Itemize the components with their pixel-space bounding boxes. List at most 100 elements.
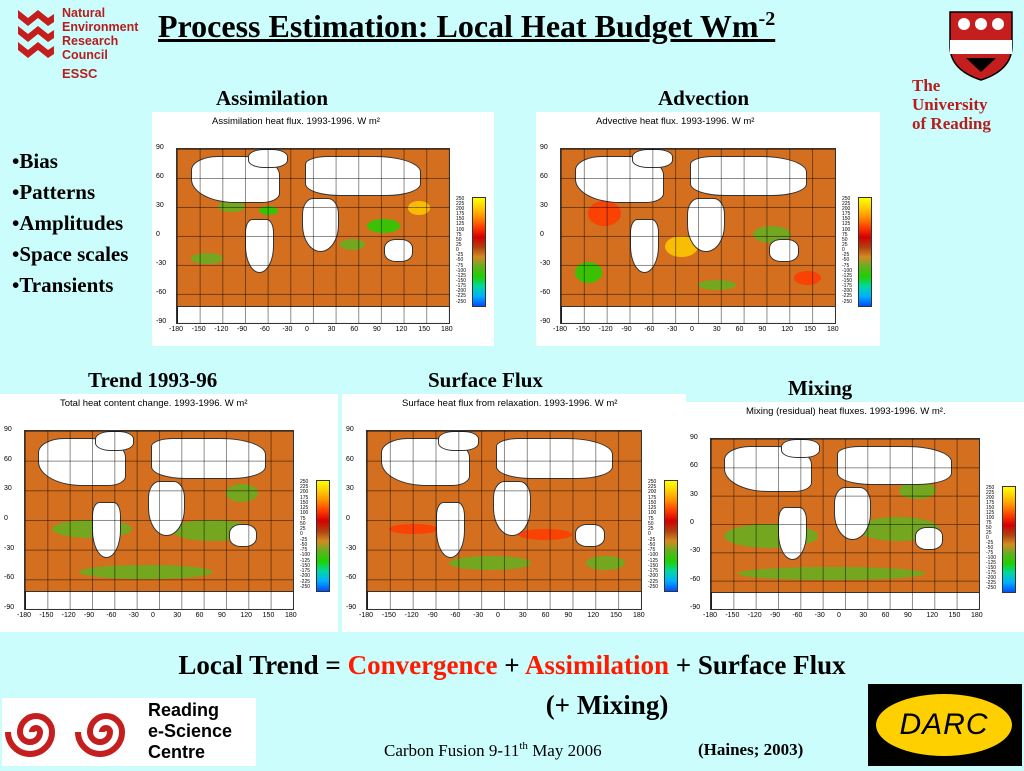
lat-tick-label: 90 [540, 144, 548, 151]
colorbar-tick: 0 [456, 247, 459, 254]
flux-anomaly [665, 236, 698, 257]
lon-tick-label: 180 [633, 612, 645, 619]
colorbar-tick: 100 [986, 514, 995, 521]
map-plot-area [24, 430, 294, 610]
colorbar-tick: -175 [300, 568, 311, 575]
lon-tick-label: 60 [735, 326, 744, 333]
colorbar-labels: 250 225 200 175 150 125 100 75 50 25 0 -25 -50 -75 -10… [300, 479, 311, 590]
lat-tick-label: -30 [4, 544, 15, 552]
mixing-label: Mixing [788, 376, 853, 400]
map-title: Surface heat flux from relaxation. 1993-… [402, 398, 618, 409]
colorbar-tick: 75 [986, 519, 992, 526]
lat-tick-label: -60 [540, 289, 551, 296]
continent-shape [561, 305, 835, 323]
colorbar-tick: 75 [456, 231, 462, 238]
lat-tick-label: 90 [346, 426, 354, 433]
map-title: Assimilation heat flux. 1993-1996. W m² [212, 116, 380, 127]
colorbar-tick: -225 [648, 578, 659, 585]
colorbar-tick: 250 [648, 478, 657, 485]
university-crest-icon [949, 11, 1013, 81]
lat-tick-label: -60 [690, 575, 701, 583]
lat-tick-label: 30 [4, 485, 12, 493]
colorbar-tick: -25 [456, 252, 464, 259]
colorbar-tick: 225 [842, 200, 851, 207]
continent-shape [92, 502, 121, 558]
flux-anomaly [586, 555, 625, 570]
lon-tick-label: -60 [792, 612, 803, 619]
darc-logo: DARC [868, 684, 1022, 766]
lon-tick-label: -120 [598, 326, 613, 333]
lat-tick-label: 60 [4, 455, 12, 463]
continent-shape [438, 431, 479, 451]
colorbar-tick: -25 [648, 536, 656, 543]
colorbar-tick: 0 [986, 534, 989, 541]
continent-shape [778, 507, 807, 560]
colorbar-tick: -75 [300, 547, 308, 554]
lon-tick-label: 150 [262, 612, 275, 619]
colorbar-tick: 250 [456, 195, 465, 202]
colorbar-tick: 150 [648, 499, 657, 506]
flux-anomaly [367, 218, 401, 233]
colorbar-tick: -200 [986, 574, 997, 581]
lat-tick-label: 90 [690, 434, 698, 441]
lon-tick-label: 30 [327, 326, 336, 333]
lon-tick-label: -60 [259, 326, 270, 333]
lat-tick-label: -30 [156, 260, 167, 267]
colorbar-tick: 25 [300, 526, 306, 533]
colorbar-tick: -225 [456, 293, 467, 300]
colorbar-tick: 200 [648, 489, 657, 496]
colorbar-tick: 75 [842, 231, 848, 238]
continent-shape [245, 218, 275, 273]
lat-tick-label: 30 [156, 202, 164, 209]
nerc-name: Natural Environment Research Council [62, 6, 139, 62]
lon-tick-label: 90 [218, 612, 226, 619]
lat-tick-label: -90 [4, 604, 15, 611]
colorbar-tick: -75 [986, 549, 994, 556]
colorbar-tick: 150 [456, 216, 465, 223]
continent-shape [711, 592, 979, 609]
lon-tick-label: 150 [418, 326, 431, 333]
lon-tick-label: 90 [564, 612, 573, 619]
lon-tick-label: 120 [587, 612, 600, 619]
lon-tick-label: 90 [758, 326, 767, 333]
lat-tick-label: -60 [4, 574, 15, 582]
continent-shape [632, 149, 673, 169]
lon-tick-label: 30 [712, 326, 721, 333]
colorbar-tick: 125 [648, 505, 657, 512]
university-name: The University of Reading [912, 76, 991, 133]
colorbar-tick: 50 [300, 520, 306, 527]
lat-tick-label: 0 [690, 519, 694, 526]
colorbar-tick: 100 [300, 510, 309, 517]
colorbar-tick: -200 [300, 573, 311, 580]
colorbar-tick: 225 [456, 200, 465, 207]
lon-tick-label: -30 [128, 612, 139, 619]
colorbar-tick: -200 [456, 288, 467, 295]
colorbar-tick: -250 [648, 583, 659, 590]
lon-tick-label: -30 [667, 326, 678, 333]
colorbar-tick: -225 [986, 579, 997, 586]
colorbar-tick: 75 [648, 515, 654, 522]
colorbar-tick: 150 [842, 216, 851, 223]
colorbar-tick: -25 [842, 252, 850, 259]
colorbar [1002, 485, 1016, 593]
lat-tick-label: 30 [346, 485, 354, 493]
continent-shape [94, 431, 135, 451]
lon-tick-label: -120 [61, 612, 76, 619]
colorbar-tick: -150 [456, 277, 467, 284]
lon-tick-label: 180 [827, 326, 839, 333]
colorbar-tick: 175 [986, 499, 995, 506]
lon-tick-label: -150 [381, 612, 396, 619]
colorbar-tick: -50 [842, 257, 850, 264]
bullet-item: •Bias [12, 149, 58, 173]
mixing-map: Mixing (residual) heat fluxes. 1993-1996… [686, 402, 1024, 632]
lon-tick-label: -90 [770, 612, 781, 619]
colorbar-tick: -250 [300, 583, 311, 590]
colorbar-labels: 250 225 200 175 150 125 100 75 50 25 0 -25 -50 -75 -10… [842, 196, 853, 305]
lon-tick-label: 0 [305, 326, 309, 333]
resc-name: Reading e-Science Centre [148, 700, 233, 762]
colorbar-tick: -225 [842, 293, 853, 300]
lat-tick-label: -30 [346, 544, 357, 552]
colorbar-tick: 50 [456, 236, 462, 243]
lon-tick-label: -90 [621, 326, 632, 333]
continent-shape [177, 305, 449, 323]
